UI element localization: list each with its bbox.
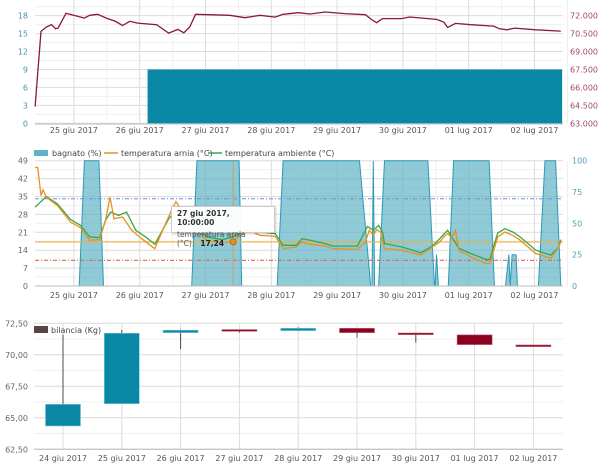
candle-body: [104, 332, 140, 404]
legend-label-ambiente: temperatura ambiente (°C): [225, 149, 334, 158]
x-tick: 27 giu 2017: [182, 291, 230, 300]
candle: [162, 329, 199, 350]
x-tick: 02 lug 2017: [509, 454, 557, 463]
y-tick-left: 28: [18, 210, 28, 219]
x-tick: 25 giu 2017: [50, 291, 98, 300]
y-tick-right: 100: [572, 157, 587, 166]
y-tick-left: 35: [18, 193, 28, 202]
y-tick-left: 3: [23, 101, 28, 110]
y-tick-left: 6: [23, 83, 28, 92]
y-tick-left: 42: [18, 175, 28, 184]
x-tick: 26 giu 2017: [116, 291, 164, 300]
y-tick-right: 67.500: [570, 65, 598, 74]
tooltip-label: temperatura arnia (°C):: [177, 230, 246, 248]
legend-label-bilancia: bilancia (Kg): [51, 326, 101, 335]
bar: [147, 69, 563, 124]
series-line-ambiente: [34, 195, 562, 261]
candle: [515, 344, 552, 347]
candle-body: [456, 334, 493, 345]
candle: [280, 327, 317, 332]
y-tick-right: 50: [572, 219, 582, 228]
legend-swatch-bilancia: [34, 326, 48, 333]
x-tick: 29 giu 2017: [313, 291, 361, 300]
y-tick-left: 7: [23, 264, 28, 273]
x-tick: 26 giu 2017: [157, 454, 205, 463]
series-area-bagnato: [35, 160, 562, 287]
candle-body: [515, 344, 552, 347]
legend-swatch-bagnato: [34, 150, 48, 156]
candle: [339, 328, 375, 338]
y-tick-left: 21: [18, 228, 28, 237]
y-tick: 70,00: [5, 351, 28, 360]
x-tick: 01 lug 2017: [451, 454, 499, 463]
x-tick: 26 giu 2017: [116, 126, 164, 135]
y-tick-right: 0: [572, 282, 577, 291]
candle: [221, 329, 258, 333]
y-tick-left: 18: [18, 12, 28, 21]
y-tick-right: 72.000: [570, 12, 598, 21]
y-tick-left: 12: [18, 48, 28, 57]
hover-point: [229, 238, 237, 246]
y-tick-right: 75: [572, 188, 582, 197]
y-tick-left: 49: [18, 157, 28, 166]
x-tick: 02 lug 2017: [511, 291, 559, 300]
y-tick-right: 70.500: [570, 30, 598, 39]
x-tick: 30 giu 2017: [379, 291, 427, 300]
y-tick: 67,50: [5, 382, 28, 391]
x-tick: 01 lug 2017: [445, 126, 493, 135]
y-tick-left: 0: [23, 282, 28, 291]
x-tick: 29 giu 2017: [313, 126, 361, 135]
tooltip-title: 27 giu 2017, 10:00:00: [177, 209, 230, 227]
x-tick: 25 giu 2017: [50, 126, 98, 135]
y-tick-left: 0: [23, 119, 28, 128]
series-line-arnia: [35, 166, 562, 265]
legend-label-arnia: temperatura arnia (°C): [121, 149, 213, 158]
candle: [104, 329, 140, 404]
y-tick-right: 69.000: [570, 48, 598, 57]
y-tick-left: 9: [23, 65, 28, 74]
x-tick: 28 giu 2017: [274, 454, 322, 463]
y-tick: 62,50: [5, 445, 28, 454]
candle: [397, 332, 434, 343]
candle-body: [397, 332, 434, 335]
tooltip: 27 giu 2017, 10:00:00 temperatura arnia …: [171, 206, 275, 248]
x-tick: 27 giu 2017: [215, 454, 263, 463]
y-tick-right: 63.000: [570, 119, 598, 128]
y-tick: 72,50: [5, 319, 28, 328]
x-tick: 24 giu 2017: [39, 454, 87, 463]
y-tick-left: 15: [18, 30, 28, 39]
x-tick: 28 giu 2017: [247, 126, 295, 135]
candle-body: [339, 328, 375, 333]
y-tick-right: 66.000: [570, 83, 598, 92]
y-tick-right: 25: [572, 251, 582, 260]
candle-body: [221, 329, 258, 332]
candle: [45, 334, 81, 427]
x-tick: 02 lug 2017: [511, 126, 559, 135]
candle-body: [162, 329, 199, 333]
candle-body: [45, 404, 81, 427]
x-tick: 01 lug 2017: [445, 291, 493, 300]
tooltip-value: 17,24: [200, 239, 225, 248]
candle: [456, 334, 493, 346]
x-tick: 30 giu 2017: [379, 126, 427, 135]
x-tick: 29 giu 2017: [333, 454, 381, 463]
x-tick: 30 giu 2017: [392, 454, 440, 463]
x-tick: 27 giu 2017: [182, 126, 230, 135]
y-tick-right: 64.500: [570, 101, 598, 110]
y-tick: 65,00: [5, 414, 28, 423]
y-tick-left: 14: [18, 246, 28, 255]
series-line-weight: [34, 11, 561, 107]
legend-label-bagnato: bagnato (%): [52, 149, 101, 158]
x-tick: 25 giu 2017: [98, 454, 146, 463]
x-tick: 28 giu 2017: [247, 291, 295, 300]
candle-body: [280, 328, 317, 331]
